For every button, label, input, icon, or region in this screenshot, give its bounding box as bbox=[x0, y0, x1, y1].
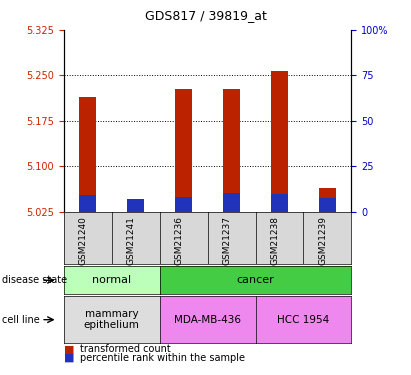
Text: percentile rank within the sample: percentile rank within the sample bbox=[80, 353, 245, 363]
Text: GDS817 / 39819_at: GDS817 / 39819_at bbox=[145, 9, 266, 22]
Bar bbox=[127, 205, 144, 212]
Text: MDA-MB-436: MDA-MB-436 bbox=[174, 315, 241, 325]
Text: disease state: disease state bbox=[2, 275, 67, 285]
Text: transformed count: transformed count bbox=[80, 345, 171, 354]
Text: GSM21240: GSM21240 bbox=[79, 216, 88, 265]
Bar bbox=[127, 199, 144, 212]
Text: normal: normal bbox=[92, 275, 131, 285]
Text: ■: ■ bbox=[64, 345, 74, 354]
Bar bbox=[223, 193, 240, 212]
Text: GSM21236: GSM21236 bbox=[175, 216, 184, 265]
Text: GSM21238: GSM21238 bbox=[270, 216, 279, 265]
Bar bbox=[319, 198, 336, 212]
Text: GSM21241: GSM21241 bbox=[127, 216, 136, 265]
Bar bbox=[79, 195, 96, 212]
Bar bbox=[223, 89, 240, 212]
Bar bbox=[271, 194, 288, 212]
Bar bbox=[271, 70, 288, 212]
Bar bbox=[175, 197, 192, 212]
Text: GSM21237: GSM21237 bbox=[222, 216, 231, 265]
Bar bbox=[319, 188, 336, 212]
Text: mammary
epithelium: mammary epithelium bbox=[84, 309, 140, 330]
Bar bbox=[175, 89, 192, 212]
Text: HCC 1954: HCC 1954 bbox=[277, 315, 330, 325]
Text: GSM21239: GSM21239 bbox=[319, 216, 328, 265]
Text: cell line: cell line bbox=[2, 315, 40, 325]
Text: cancer: cancer bbox=[237, 275, 275, 285]
Bar bbox=[79, 97, 96, 212]
Text: ■: ■ bbox=[64, 353, 74, 363]
